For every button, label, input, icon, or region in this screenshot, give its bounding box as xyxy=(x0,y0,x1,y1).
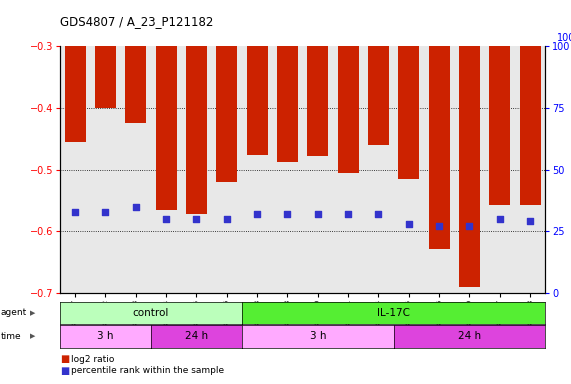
Point xyxy=(192,216,201,222)
Point xyxy=(465,223,474,229)
Point xyxy=(495,216,504,222)
Text: ▶: ▶ xyxy=(30,333,36,339)
Bar xyxy=(277,0,298,162)
Point xyxy=(222,216,231,222)
Bar xyxy=(368,0,389,145)
Bar xyxy=(125,0,146,123)
Bar xyxy=(428,0,450,248)
Bar xyxy=(65,0,86,142)
Bar xyxy=(307,0,328,156)
Point xyxy=(404,221,413,227)
Bar xyxy=(247,0,268,156)
Text: ■: ■ xyxy=(60,366,69,376)
Point xyxy=(374,211,383,217)
Point xyxy=(101,209,110,215)
Bar xyxy=(95,0,116,108)
Text: ■: ■ xyxy=(60,354,69,364)
Bar xyxy=(155,0,177,210)
Text: 3 h: 3 h xyxy=(97,331,114,341)
Point xyxy=(283,211,292,217)
Bar xyxy=(520,0,541,205)
Bar xyxy=(216,0,238,182)
Text: percentile rank within the sample: percentile rank within the sample xyxy=(71,366,224,375)
Text: IL-17C: IL-17C xyxy=(377,308,410,318)
Point xyxy=(525,218,534,225)
Text: control: control xyxy=(133,308,169,318)
Text: ▶: ▶ xyxy=(30,310,36,316)
Text: 24 h: 24 h xyxy=(185,331,208,341)
Point xyxy=(313,211,323,217)
Point xyxy=(252,211,262,217)
Text: agent: agent xyxy=(1,308,27,318)
Point xyxy=(71,209,80,215)
Text: GDS4807 / A_23_P121182: GDS4807 / A_23_P121182 xyxy=(60,15,214,28)
Text: 24 h: 24 h xyxy=(458,331,481,341)
Point xyxy=(344,211,353,217)
Text: time: time xyxy=(1,332,21,341)
Text: 3 h: 3 h xyxy=(309,331,326,341)
Point xyxy=(162,216,171,222)
Bar xyxy=(186,0,207,214)
Text: 100%: 100% xyxy=(557,33,571,43)
Point xyxy=(131,204,140,210)
Point xyxy=(435,223,444,229)
Bar xyxy=(489,0,510,205)
Bar xyxy=(459,0,480,287)
Text: log2 ratio: log2 ratio xyxy=(71,354,115,364)
Bar xyxy=(398,0,420,179)
Bar xyxy=(337,0,359,173)
